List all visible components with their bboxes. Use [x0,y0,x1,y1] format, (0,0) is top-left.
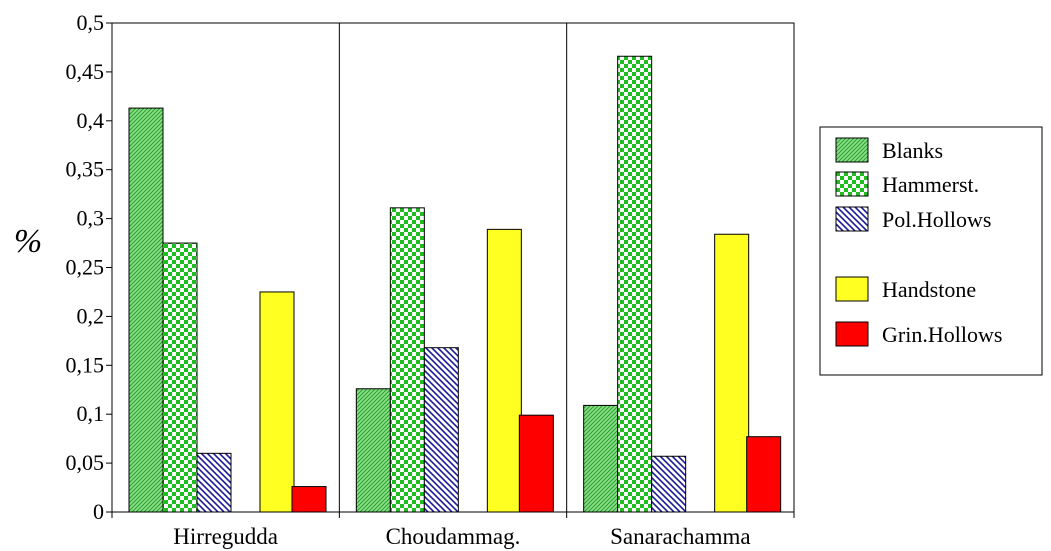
bar-blanks-sanarachamma [583,404,619,513]
bar-pol-hollows-sanarachamma [651,455,687,513]
y-tick-label: 0,5 [77,10,105,35]
bar-pol-hollows-hirregudda [196,452,232,513]
y-tick-label: 0,25 [66,255,105,280]
legend: Blanks Hammerst. Pol.Hollows Handstone Grin.… [819,126,1043,376]
bar-hammerst--hirregudda [162,242,198,513]
bars-layer [128,55,782,513]
bar-hammerst--choudammag- [389,207,425,513]
y-tick-label: 0,2 [77,303,105,328]
x-tick-label: Sanarachamma [610,524,750,549]
legend-label: Hammerst. [882,172,979,197]
y-tick-label: 0 [93,499,104,524]
bar-grin-hollows-sanarachamma [746,436,782,513]
bar-blanks-choudammag- [355,388,391,513]
legend-swatch-hammerst- [835,171,869,197]
legend-label: Blanks [882,138,943,163]
legend-swatch-blanks [835,137,869,163]
y-tick-label: 0,45 [66,59,105,84]
y-tick-label: 0,15 [66,352,105,377]
y-tick-label: 0,35 [66,157,105,182]
y-tick-label: 0,3 [77,206,105,231]
y-tick-label: 0,4 [77,108,105,133]
legend-swatch-handstone [835,276,869,302]
axes-layer: 0 0,05 0,1 0,15 0,2 0,25 0,3 0,35 0,4 0,45 0,5 Hirr… [66,10,795,549]
bar-handstone-hirregudda [259,291,295,513]
bar-blanks-hirregudda [128,107,164,513]
legend-swatch-grin-hollows [835,321,869,347]
bar-grin-hollows-choudammag- [518,414,554,513]
x-tick-label: Choudammag. [386,524,521,549]
legend-label: Pol.Hollows [882,207,991,232]
legend-swatch-pol-hollows [835,206,869,232]
legend-label: Grin.Hollows [882,322,1002,347]
bar-hammerst--sanarachamma [617,55,653,513]
bar-pol-hollows-choudammag- [423,347,459,513]
x-tick-label: Hirregudda [173,524,278,549]
bar-handstone-sanarachamma [714,233,750,513]
y-axis-title: % [14,223,42,260]
y-tick-label: 0,1 [77,401,105,426]
bar-grin-hollows-hirregudda [291,486,327,513]
bar-handstone-choudammag- [486,228,522,513]
y-tick-label: 0,05 [66,450,105,475]
legend-label: Handstone [882,277,976,302]
